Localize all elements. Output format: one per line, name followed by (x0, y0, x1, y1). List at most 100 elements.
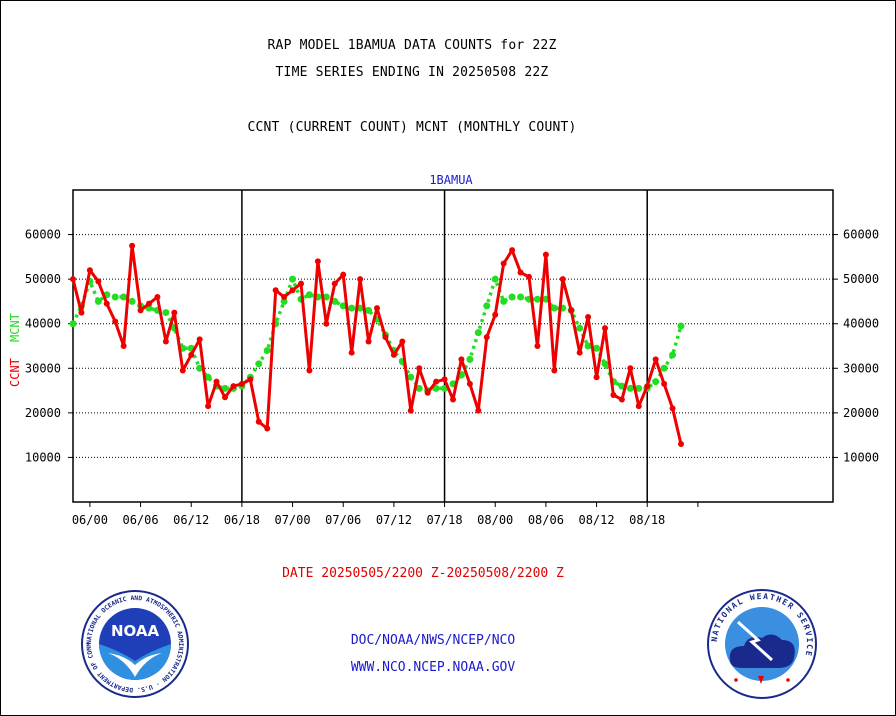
data-point-ccnt (179, 367, 186, 374)
x-tick-label: 06/06 (122, 513, 158, 527)
data-point-mcnt (407, 373, 415, 381)
website-label: WWW.NCO.NCEP.NOAA.GOV (350, 660, 516, 675)
x-tick-label: 07/00 (274, 513, 310, 527)
data-point-ccnt (103, 300, 110, 307)
data-point-mcnt (94, 297, 102, 305)
x-tick-labels: 06/00 06/06 06/12 06/18 07/00 07/06 07/12 07/18… (72, 513, 665, 527)
data-point-ccnt (188, 351, 195, 358)
data-point-ccnt (298, 280, 304, 287)
chart-title-line2: TIME SERIES ENDING IN 20250508 22Z (275, 65, 549, 80)
data-point-ccnt (576, 349, 583, 356)
date-range-label: DATE 20250505/2200 Z-20250508/2200 Z (282, 566, 564, 581)
data-point-ccnt (255, 418, 262, 425)
data-point-mcnt (466, 355, 474, 363)
data-point-ccnt (610, 392, 617, 399)
data-point-ccnt (585, 314, 592, 321)
dataset-label: 1BAMUA (429, 173, 473, 187)
y-tick-label-right: 50000 (843, 272, 879, 286)
data-point-ccnt (551, 367, 558, 374)
data-point-ccnt (348, 349, 355, 356)
data-point-ccnt (289, 287, 296, 294)
data-point-ccnt (365, 338, 372, 345)
data-point-ccnt (475, 407, 482, 414)
data-point-mcnt (221, 384, 229, 392)
data-point-ccnt (314, 258, 321, 265)
data-point-ccnt (424, 389, 431, 396)
data-point-mcnt (576, 324, 584, 332)
data-point-ccnt (137, 307, 144, 314)
data-point-ccnt (517, 269, 524, 276)
data-point-ccnt (526, 273, 532, 280)
data-point-mcnt (348, 304, 356, 312)
y-tick-label-right: 60000 (843, 228, 879, 242)
chart-subtitle: CCNT (CURRENT COUNT) MCNT (MONTHLY COUNT… (247, 120, 577, 135)
series-mcnt (69, 275, 685, 395)
data-point-mcnt (432, 384, 440, 392)
x-tick-label: 07/12 (376, 513, 412, 527)
data-point-ccnt (492, 311, 499, 318)
data-point-mcnt (669, 351, 677, 359)
data-point-ccnt (112, 318, 119, 325)
data-point-ccnt (542, 251, 549, 258)
data-point-mcnt (280, 297, 288, 305)
data-point-ccnt (382, 334, 389, 341)
chart-plot: 1BAMUA 10000 10000 20000 20000 30000 30000 400… (8, 173, 879, 527)
data-point-ccnt (661, 380, 668, 387)
chart-title-line1: RAP MODEL 1BAMUA DATA COUNTS for 22Z (267, 38, 557, 53)
data-point-ccnt (247, 376, 254, 383)
y-tick-label-right: 30000 (843, 361, 879, 375)
data-point-ccnt (196, 336, 203, 343)
x-tick-label: 06/00 (72, 513, 108, 527)
data-point-mcnt (491, 275, 499, 283)
data-point-mcnt (305, 291, 313, 299)
data-point-mcnt (204, 373, 212, 381)
y-axis-label-ccnt: CCNT (8, 358, 22, 387)
data-point-mcnt (483, 302, 491, 310)
x-tick-label: 08/18 (629, 513, 665, 527)
data-point-ccnt (331, 280, 338, 287)
data-point-ccnt (678, 441, 684, 448)
y-tick-label-right: 20000 (843, 406, 879, 420)
data-point-ccnt (238, 380, 245, 387)
data-point-mcnt (474, 329, 482, 337)
data-point-ccnt (635, 403, 642, 410)
data-point-ccnt (306, 367, 313, 374)
data-point-mcnt (196, 364, 204, 372)
data-point-ccnt (281, 293, 288, 300)
data-point-ccnt (466, 380, 473, 387)
data-point-ccnt (407, 407, 414, 414)
data-point-ccnt (644, 383, 651, 390)
y-tick-labels: 10000 10000 20000 20000 30000 30000 40000 40000… (25, 228, 879, 465)
data-point-mcnt (120, 293, 128, 301)
data-point-mcnt (677, 322, 685, 330)
data-point-ccnt (70, 276, 76, 283)
data-point-ccnt (441, 376, 448, 383)
org-label: DOC/NOAA/NWS/NCEP/NCO (350, 633, 516, 648)
data-point-ccnt (120, 343, 127, 349)
data-point-ccnt (340, 271, 347, 278)
data-point-mcnt (322, 293, 330, 301)
data-point-ccnt (357, 276, 364, 283)
data-point-ccnt (669, 405, 676, 412)
data-point-mcnt (584, 342, 592, 350)
data-point-ccnt (483, 334, 490, 341)
data-point-mcnt (128, 297, 136, 305)
x-tick-label: 08/06 (528, 513, 564, 527)
data-point-ccnt (458, 356, 465, 363)
data-point-ccnt (213, 378, 220, 385)
nws-logo: NATIONAL WEATHER SERVICE (707, 589, 817, 699)
data-point-ccnt (450, 396, 456, 403)
data-point-ccnt (171, 309, 178, 316)
data-point-mcnt (263, 346, 271, 354)
x-tick-label: 08/00 (477, 513, 513, 527)
data-point-mcnt (365, 306, 373, 314)
y-tick-label-left: 40000 (25, 317, 61, 331)
data-point-mcnt (635, 384, 643, 392)
x-tick-label: 07/18 (426, 513, 462, 527)
data-point-ccnt (86, 267, 93, 274)
x-tick-label: 07/06 (325, 513, 361, 527)
data-point-ccnt (129, 242, 136, 249)
data-point-ccnt (559, 276, 566, 283)
data-point-ccnt (509, 247, 516, 254)
y-tick-label-left: 50000 (25, 272, 61, 286)
